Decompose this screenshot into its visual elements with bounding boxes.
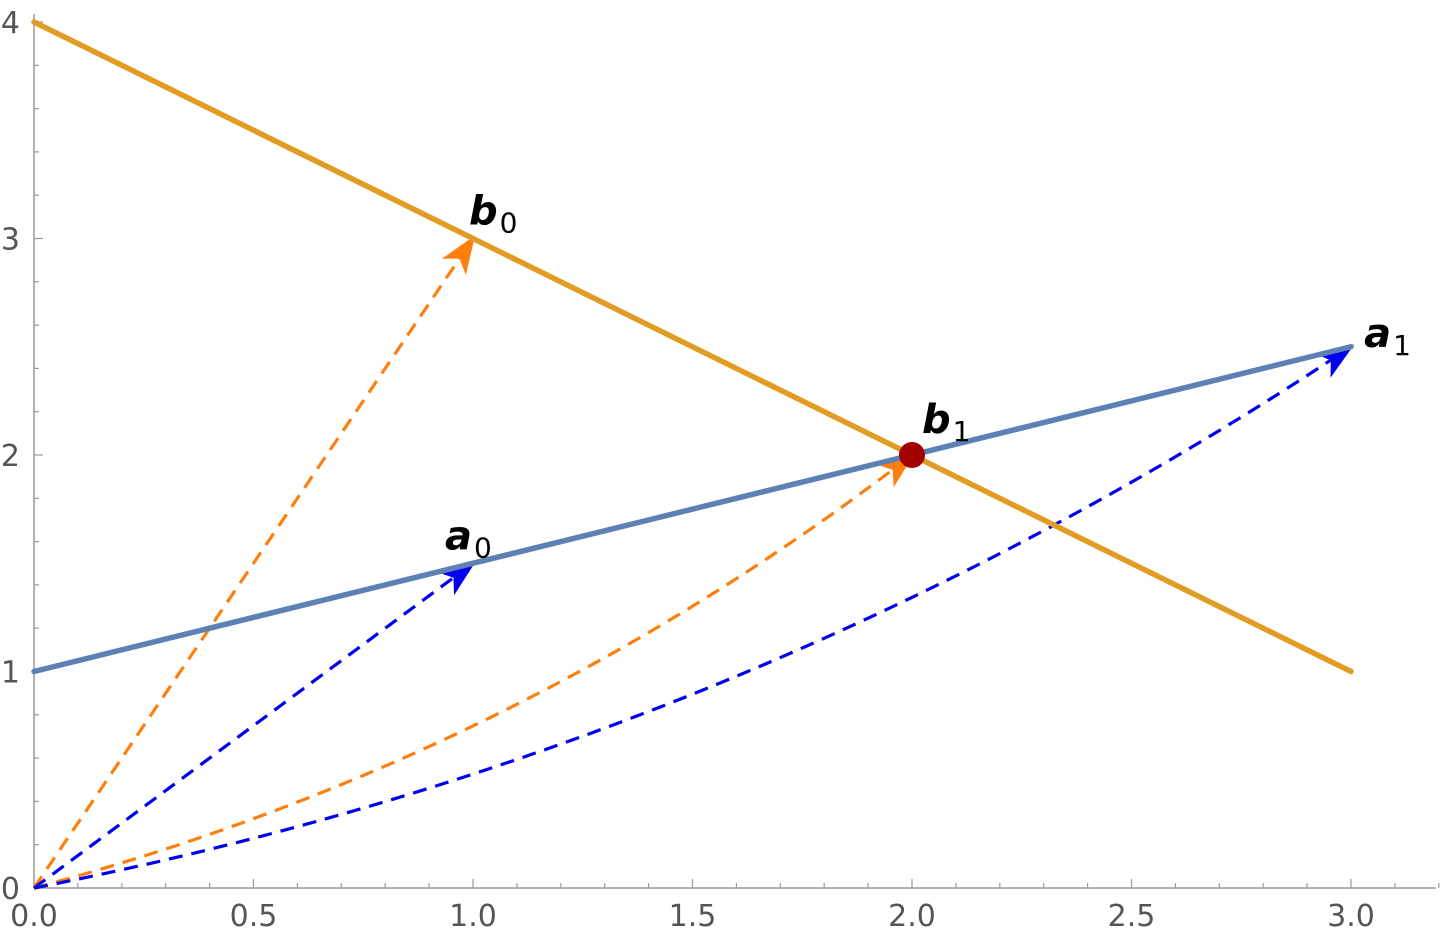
x-tick-label: 3.0 <box>1327 899 1375 934</box>
label-a0: a0 <box>445 513 492 564</box>
label-b1: b1 <box>922 397 970 448</box>
intersection-point <box>899 442 925 468</box>
y-tick-label: 4 <box>1 6 20 41</box>
y-tick-label: 2 <box>1 439 20 474</box>
x-tick-label: 1.5 <box>669 899 717 934</box>
x-tick-label: 0.5 <box>230 899 278 934</box>
vectors <box>32 235 1355 890</box>
axes <box>33 14 1440 889</box>
y-tick-label: 1 <box>1 656 20 691</box>
lines <box>31 19 1354 675</box>
vector-a1 <box>33 344 1355 890</box>
label-a1: a1 <box>1364 311 1411 362</box>
vector-b1 <box>33 452 916 890</box>
point-labels: b0 a0 b1 a1 <box>445 189 1411 565</box>
vector-b0 <box>32 235 476 889</box>
vector-a0 <box>33 560 477 890</box>
x-tick-label: 2.5 <box>1108 899 1156 934</box>
y-tick-label: 3 <box>1 223 20 258</box>
x-tick-label: 1.0 <box>449 899 497 934</box>
x-tick-label: 2.0 <box>888 899 936 934</box>
b-line <box>31 19 1354 675</box>
label-b0: b0 <box>469 189 517 240</box>
tick-labels: 0.0 0.5 1.0 1.5 2.0 2.5 3.0 0 1 2 3 4 <box>1 6 1375 934</box>
a-line <box>31 344 1354 675</box>
x-tick-label: 0.0 <box>10 899 58 934</box>
y-tick-label: 0 <box>1 872 20 907</box>
markers <box>899 442 925 468</box>
